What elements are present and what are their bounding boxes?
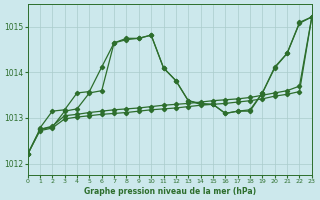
X-axis label: Graphe pression niveau de la mer (hPa): Graphe pression niveau de la mer (hPa) bbox=[84, 187, 256, 196]
